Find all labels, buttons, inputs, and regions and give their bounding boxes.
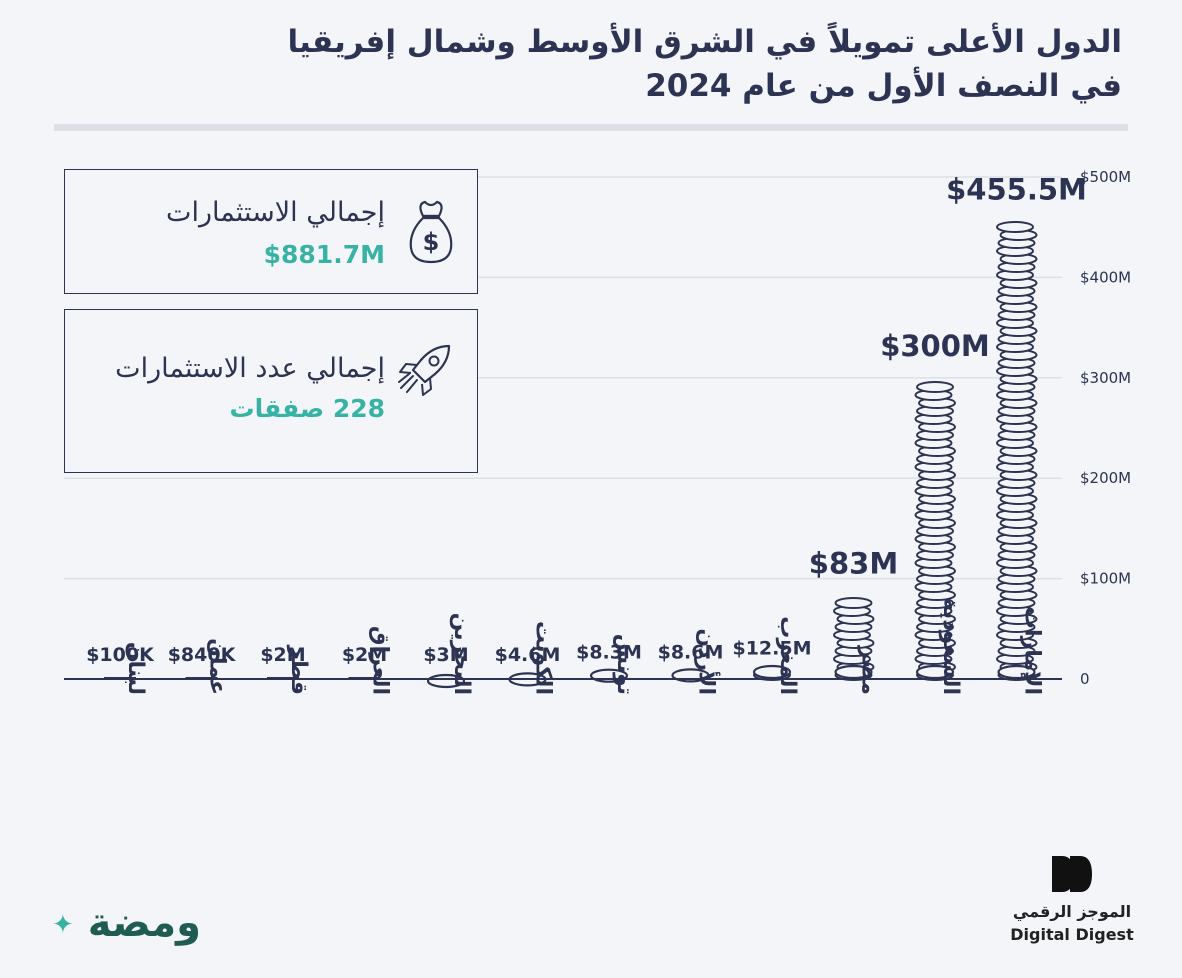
total-investment-card: إجمالي الاستثمارات $881.7M $: [64, 169, 478, 294]
digital-digest-mark-icon: [1052, 856, 1092, 892]
data-label: $100K: [86, 644, 155, 666]
x-tick-label: المغرب: [775, 616, 800, 695]
x-tick-label: الأردن: [694, 628, 722, 695]
x-tick-label: قطر: [286, 644, 311, 695]
x-tick-label: تونس: [612, 634, 637, 695]
data-label: $12.5M: [732, 637, 811, 659]
data-label: $840K: [168, 644, 237, 666]
data-label: $3M: [423, 644, 468, 666]
data-label: $300M: [880, 329, 990, 363]
brand-english: Digital Digest: [1010, 925, 1134, 944]
brand-arabic: الموجز الرقمي: [1012, 902, 1132, 921]
x-tick-label: مصر: [857, 645, 882, 695]
total-deals-card: إجمالي عدد الاستثمارات 228 صفقات: [64, 309, 478, 473]
x-tick-label: لبنان: [123, 642, 148, 695]
y-tick-label: $200M: [1080, 469, 1131, 487]
money-bag-icon: $: [409, 200, 453, 264]
y-tick-label: $300M: [1080, 369, 1131, 387]
data-label: $4.6M: [495, 644, 561, 666]
total-deals-label: إجمالي عدد الاستثمارات: [115, 353, 385, 384]
title-line-1: الدول الأعلى تمويلاً في الشرق الأوسط وشم…: [287, 24, 1123, 60]
x-tick-label: عمان: [205, 638, 230, 695]
coin-stack-bar: [833, 597, 875, 681]
y-tick-label: $100M: [1080, 570, 1131, 588]
y-tick-label: 0: [1080, 670, 1090, 688]
coin-stack-bar: [914, 381, 956, 681]
sparkle-icon: ✦: [52, 910, 74, 940]
data-label: $8.3M: [576, 642, 642, 664]
x-tick-label: البحرين: [449, 613, 474, 695]
chart-title: الدول الأعلى تمويلاً في الشرق الأوسط وشم…: [122, 20, 1123, 108]
coin-stack-bar: [426, 673, 466, 689]
x-tick-label: الكويت: [531, 621, 556, 695]
data-label: $83M: [809, 547, 898, 581]
rocket-icon: [398, 344, 451, 396]
data-label: $2M: [260, 644, 305, 666]
x-tick-label: الإمارات: [1020, 607, 1045, 695]
wamda-logo-text: ومضة: [87, 900, 202, 946]
total-investment-label: إجمالي الاستثمارات: [166, 197, 385, 228]
digital-digest-logo: الموجز الرقمي Digital Digest: [992, 854, 1152, 944]
title-divider: [54, 124, 1128, 131]
data-label: $455.5M: [946, 173, 1087, 207]
data-label: $2M: [342, 644, 387, 666]
wamda-logo: ومضة ✦: [52, 900, 201, 946]
x-tick-label: السعودية: [938, 598, 963, 695]
x-tick-label: العراق: [368, 626, 393, 695]
total-deals-value: 228 صفقات: [229, 394, 385, 423]
svg-text:$: $: [423, 228, 440, 256]
title-line-2: في النصف الأول من عام 2024: [645, 68, 1122, 104]
data-label: $8.6M: [658, 641, 724, 663]
y-tick-label: $400M: [1080, 268, 1131, 286]
total-investment-value: $881.7M: [263, 240, 385, 269]
y-tick-label: $500M: [1080, 168, 1131, 186]
coin-stack-bar: [996, 221, 1038, 681]
